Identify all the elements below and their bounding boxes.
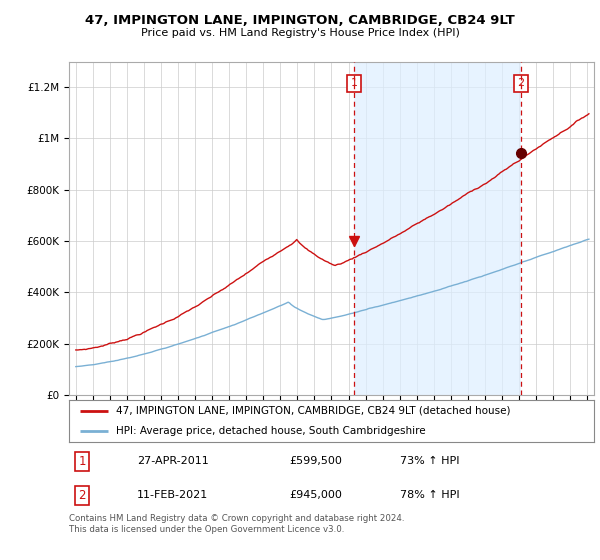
Text: 1: 1 xyxy=(79,455,86,468)
Text: 78% ↑ HPI: 78% ↑ HPI xyxy=(400,491,460,500)
Text: 11-FEB-2021: 11-FEB-2021 xyxy=(137,491,209,500)
Text: 2: 2 xyxy=(517,78,524,88)
Text: £599,500: £599,500 xyxy=(290,456,343,466)
Text: Contains HM Land Registry data © Crown copyright and database right 2024.
This d: Contains HM Land Registry data © Crown c… xyxy=(69,514,404,534)
Text: 2: 2 xyxy=(79,489,86,502)
Text: 1: 1 xyxy=(350,78,358,88)
Bar xyxy=(354,62,521,395)
Text: 73% ↑ HPI: 73% ↑ HPI xyxy=(400,456,459,466)
Text: 47, IMPINGTON LANE, IMPINGTON, CAMBRIDGE, CB24 9LT (detached house): 47, IMPINGTON LANE, IMPINGTON, CAMBRIDGE… xyxy=(116,406,511,416)
Text: Price paid vs. HM Land Registry's House Price Index (HPI): Price paid vs. HM Land Registry's House … xyxy=(140,28,460,38)
Text: £945,000: £945,000 xyxy=(290,491,343,500)
Text: HPI: Average price, detached house, South Cambridgeshire: HPI: Average price, detached house, Sout… xyxy=(116,426,426,436)
Text: 47, IMPINGTON LANE, IMPINGTON, CAMBRIDGE, CB24 9LT: 47, IMPINGTON LANE, IMPINGTON, CAMBRIDGE… xyxy=(85,14,515,27)
Text: 27-APR-2011: 27-APR-2011 xyxy=(137,456,209,466)
